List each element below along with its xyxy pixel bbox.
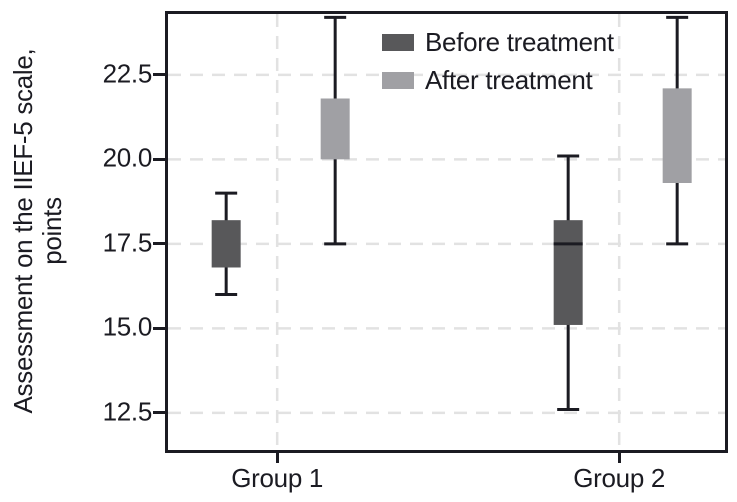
y-tick-label-20.0: 20.0	[102, 142, 153, 173]
y-tick-mark-22.5	[153, 73, 166, 77]
y-tick-label-17.5: 17.5	[102, 227, 153, 258]
legend: Before treatment After treatment	[382, 27, 614, 96]
box-before-treatment-group-1	[211, 220, 241, 268]
legend-swatch-before-treatment-icon	[382, 34, 414, 51]
y-tick-mark-12.5	[153, 411, 166, 415]
y-tick-mark-20.0	[153, 157, 166, 161]
box-before-treatment-group-2	[553, 220, 583, 325]
box-after-treatment-group-2	[662, 88, 692, 183]
boxplot-canvas	[168, 14, 725, 450]
plot-area: Before treatment After treatment	[165, 11, 728, 453]
box-after-treatment-group-1	[320, 98, 350, 160]
legend-label-after-treatment: After treatment	[425, 65, 593, 95]
x-tick-mark-group-2	[617, 451, 621, 463]
y-tick-label-22.5: 22.5	[102, 58, 153, 89]
y-axis-title: Assessment on the IIEF-5 scale, points	[7, 48, 67, 414]
y-tick-label-15.0: 15.0	[102, 311, 153, 342]
x-axis-label-group-1: Group 1	[231, 463, 324, 493]
y-tick-mark-15.0	[153, 326, 166, 330]
legend-item-after-treatment: After treatment	[382, 65, 614, 96]
legend-label-before-treatment: Before treatment	[425, 27, 614, 57]
y-tick-label-12.5: 12.5	[102, 396, 153, 427]
y-tick-mark-17.5	[153, 242, 166, 246]
x-axis-label-group-2: Group 2	[573, 463, 666, 493]
legend-item-before-treatment: Before treatment	[382, 27, 614, 58]
legend-swatch-after-treatment-icon	[382, 72, 414, 89]
x-tick-mark-group-1	[275, 451, 279, 463]
